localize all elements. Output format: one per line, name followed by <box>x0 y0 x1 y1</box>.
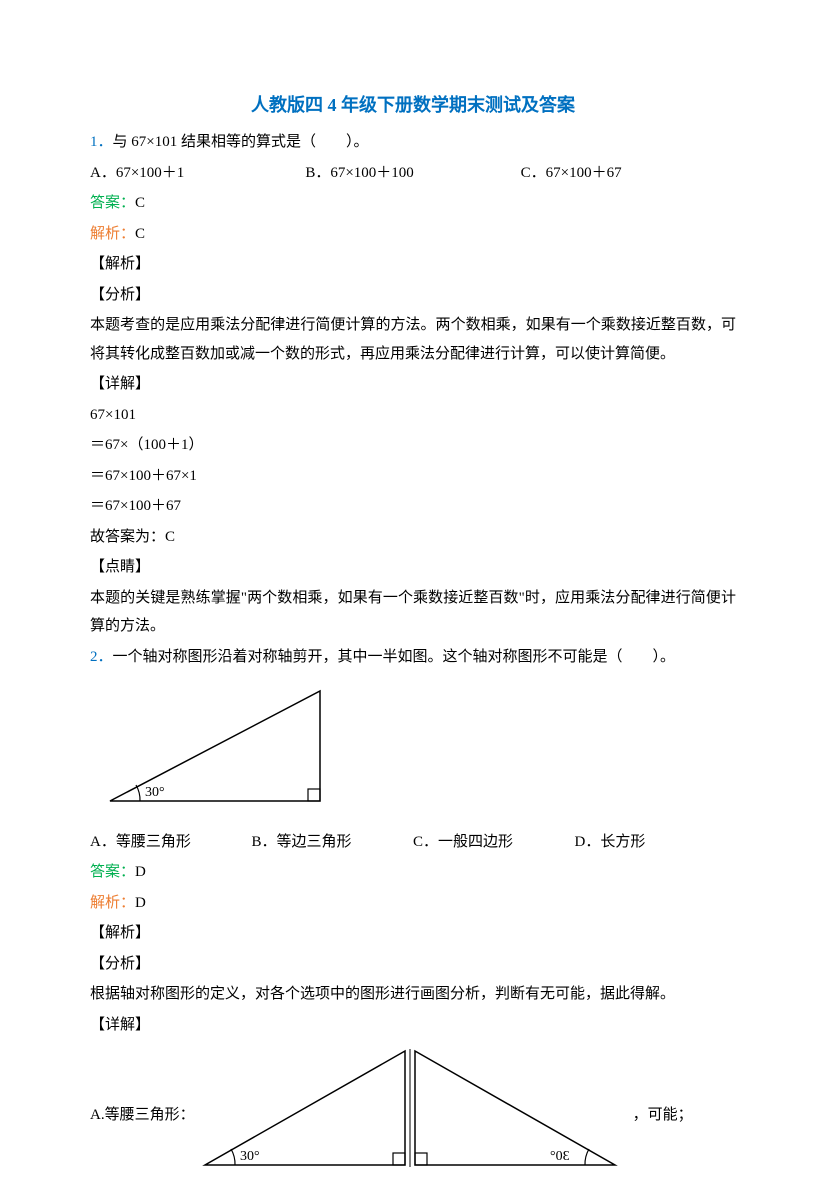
q1-fenxi-body: 本题考查的是应用乘法分配律进行简便计算的方法。两个数相乘，如果有一个乘数接近整百… <box>90 311 736 368</box>
q2-opt-a: A．等腰三角形 <box>90 828 252 857</box>
q1-opt-c: C．67×100＋67 <box>521 159 736 188</box>
q1-analysis-val: C <box>135 226 145 242</box>
q2-analysis-label: 解析： <box>90 895 135 911</box>
q1-dianjing: 【点睛】 <box>90 553 736 582</box>
q1-stem-line: 1．与 67×101 结果相等的算式是（ ）。 <box>90 128 736 157</box>
q2-opt-c: C．一般四边形 <box>413 828 575 857</box>
q2-xiangjie: 【详解】 <box>90 1011 736 1040</box>
q2-optA-row: A.等腰三角形： 30° °0Ɛ ，可能； <box>90 1045 736 1186</box>
svg-text:30°: 30° <box>240 1149 260 1164</box>
q2-opt-d: D．长方形 <box>575 828 737 857</box>
q2-stem: 一个轴对称图形沿着对称轴剪开，其中一半如图。这个轴对称图形不可能是（ ）。 <box>113 649 676 665</box>
q2-answer-label: 答案： <box>90 864 135 880</box>
q1-step2: ＝67×（100＋1） <box>90 431 736 460</box>
angle-label: 30° <box>145 785 165 800</box>
q2-analysis-val: D <box>135 895 146 911</box>
q2-stem-line: 2．一个轴对称图形沿着对称轴剪开，其中一半如图。这个轴对称图形不可能是（ ）。 <box>90 643 736 672</box>
q1-dianjing-body: 本题的关键是熟练掌握"两个数相乘，如果有一个乘数接近整百数"时，应用乘法分配律进… <box>90 584 736 641</box>
q1-opt-b: B．67×100＋100 <box>305 159 520 188</box>
triangle-icon: 30° <box>90 681 340 811</box>
q2-options: A．等腰三角形 B．等边三角形 C．一般四边形 D．长方形 <box>90 828 736 857</box>
q1-analysis-label: 解析： <box>90 226 135 242</box>
q1-step1: 67×101 <box>90 401 736 430</box>
svg-text:°0Ɛ: °0Ɛ <box>550 1149 570 1164</box>
q2-number: 2． <box>90 649 113 665</box>
q1-answer-line: 答案：C <box>90 189 736 218</box>
q1-opt-a: A．67×100＋1 <box>90 159 305 188</box>
q2-answer-val: D <box>135 864 146 880</box>
q1-answer-label: 答案： <box>90 195 135 211</box>
q1-conclusion: 故答案为：C <box>90 523 736 552</box>
q2-optA-pre: A.等腰三角形： <box>90 1101 195 1130</box>
q1-xiangjie: 【详解】 <box>90 370 736 399</box>
q1-number: 1． <box>90 134 113 150</box>
q2-fenxi: 【分析】 <box>90 950 736 979</box>
page-title: 人教版四 4 年级下册数学期末测试及答案 <box>90 88 736 122</box>
q1-fenxi: 【分析】 <box>90 281 736 310</box>
mirror-triangle-icon: 30° °0Ɛ <box>195 1045 625 1175</box>
q2-optA-figure: 30° °0Ɛ <box>195 1045 625 1186</box>
q1-step4: ＝67×100＋67 <box>90 492 736 521</box>
q2-fenxi-body: 根据轴对称图形的定义，对各个选项中的图形进行画图分析，判断有无可能，据此得解。 <box>90 980 736 1009</box>
q2-triangle-figure: 30° <box>90 681 736 822</box>
q2-opt-b: B．等边三角形 <box>252 828 414 857</box>
q1-jiexi: 【解析】 <box>90 250 736 279</box>
q1-answer-val: C <box>135 195 145 211</box>
q1-stem: 与 67×101 结果相等的算式是（ ）。 <box>113 134 369 150</box>
q1-analysis-line: 解析：C <box>90 220 736 249</box>
q1-options: A．67×100＋1 B．67×100＋100 C．67×100＋67 <box>90 159 736 188</box>
q1-step3: ＝67×100＋67×1 <box>90 462 736 491</box>
q2-optA-post: ，可能； <box>633 1101 693 1130</box>
q2-analysis-line: 解析：D <box>90 889 736 918</box>
q2-jiexi: 【解析】 <box>90 919 736 948</box>
q2-answer-line: 答案：D <box>90 858 736 887</box>
